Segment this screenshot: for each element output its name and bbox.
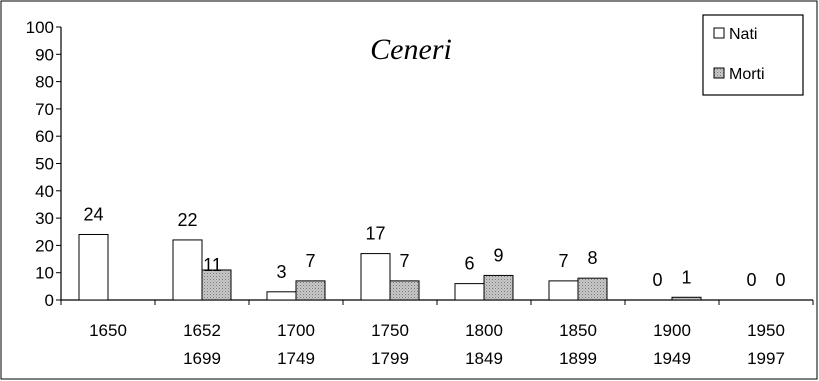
data-label-nati: 3: [276, 262, 286, 282]
bar-nati: [454, 283, 485, 301]
x-tick-label: 1800: [465, 321, 503, 340]
x-tick-label: 1950: [747, 321, 785, 340]
bar-nati: [172, 239, 203, 301]
legend-swatch-nati: [713, 27, 725, 39]
y-tick-label: 100: [26, 18, 54, 37]
legend-label-nati: Nati: [729, 26, 757, 43]
x-tick-label: 1900: [653, 321, 691, 340]
data-label-morti: 7: [305, 251, 315, 271]
data-label-nati: 24: [83, 204, 103, 224]
data-label-nati: 6: [464, 254, 474, 274]
bar-nati: [360, 253, 391, 301]
y-tick-label: 60: [35, 127, 54, 146]
x-tick-label: 1997: [747, 349, 785, 368]
data-label-nati: 7: [558, 251, 568, 271]
bar-nati: [78, 233, 109, 301]
x-tick-label: 1850: [559, 321, 597, 340]
legend-swatch-morti: [713, 67, 725, 79]
data-label-nati: 0: [652, 270, 662, 290]
x-tick-label: 1849: [465, 349, 503, 368]
data-label-morti: 0: [775, 270, 785, 290]
x-tick-label: 1799: [371, 349, 409, 368]
y-tick-label: 90: [35, 45, 54, 64]
bar-morti: [671, 296, 702, 301]
bar-morti: [577, 277, 608, 301]
data-label-morti: 9: [493, 245, 503, 265]
bar-morti: [201, 269, 232, 301]
data-label-nati: 22: [177, 210, 197, 230]
x-tick-label: 1949: [653, 349, 691, 368]
bar-nati: [266, 291, 297, 301]
y-tick-label: 30: [35, 209, 54, 228]
x-tick-label: 1750: [371, 321, 409, 340]
y-tick-label: 70: [35, 100, 54, 119]
x-tick-label: 1652: [183, 321, 221, 340]
bar-morti: [295, 280, 326, 301]
bar-morti: [389, 280, 420, 301]
y-tick-label: 10: [35, 264, 54, 283]
y-axis: 0 10 20 30 40 50 60 70 80 90 100: [26, 18, 62, 310]
x-tick-label: 1650: [89, 321, 127, 340]
bar-nati: [548, 280, 579, 301]
x-tick-label: 1700: [277, 321, 315, 340]
y-tick-label: 80: [35, 73, 54, 92]
data-label-nati: 0: [746, 270, 756, 290]
x-tick-label: 1899: [559, 349, 597, 368]
data-label-morti: 7: [399, 251, 409, 271]
x-tick-label: 1699: [183, 349, 221, 368]
data-label-nati: 17: [365, 224, 385, 244]
bar-morti: [483, 274, 514, 301]
y-tick-label: 0: [45, 291, 54, 310]
bars: [78, 233, 702, 301]
y-tick-label: 20: [35, 236, 54, 255]
y-tick-label: 50: [35, 155, 54, 174]
y-tick-label: 40: [35, 182, 54, 201]
data-label-morti: 8: [587, 248, 597, 268]
chart-title: Ceneri: [370, 33, 452, 66]
data-label-morti: 11: [203, 255, 222, 275]
legend-label-morti: Morti: [729, 66, 765, 83]
data-label-morti: 1: [681, 267, 691, 287]
legend: Nati Morti: [702, 14, 804, 96]
x-tick-label: 1749: [277, 349, 315, 368]
